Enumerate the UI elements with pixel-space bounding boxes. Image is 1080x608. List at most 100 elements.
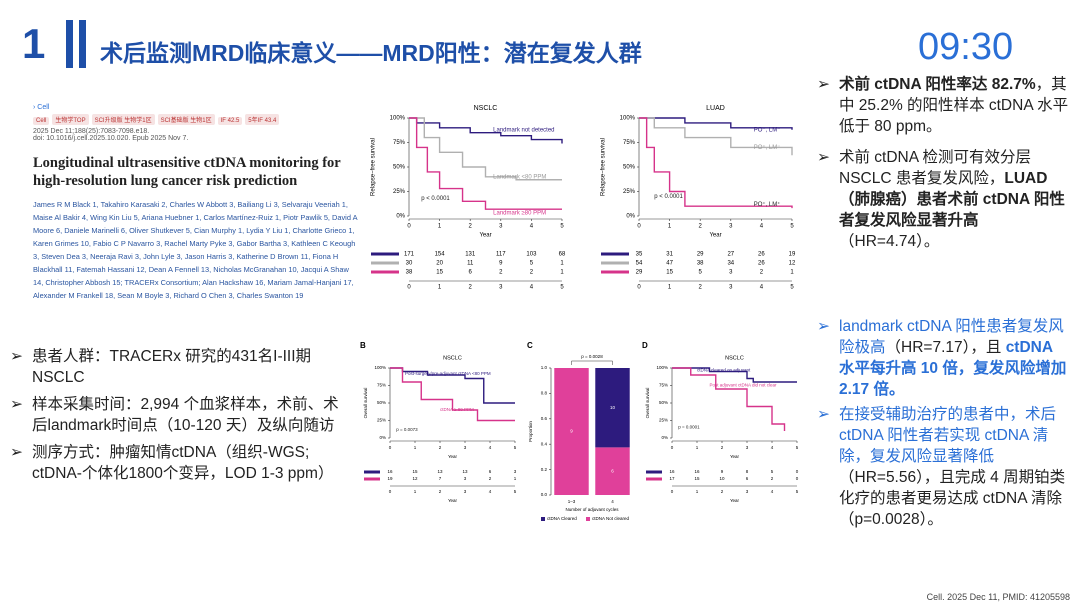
x-axis-label: Year [448,454,458,459]
y-tick-label: 100% [656,365,668,370]
x-tick-label: 5 [796,445,799,450]
annotation: ctDNA cleared on adjuvant [697,367,751,372]
risk-count: 30 [406,261,413,267]
bullet: 测序方式：肿瘤知情ctDNA（组织-WGS; ctDNA-个体化1800个变异，… [8,442,353,484]
annotation: Post adjuvant ctDNA did not clear [710,383,778,388]
risk-count: 10 [719,476,725,481]
risk-count: 9 [499,261,503,267]
y-tick-label: 25% [623,189,636,195]
y-tick-label: 50% [377,400,386,405]
x-tick-label: 3 [746,489,749,494]
chart-title: NSCLC [725,355,744,361]
bar [79,20,86,68]
risk-count: 0 [796,476,799,481]
x-axis-label: Year [730,498,740,503]
bullet: 术前 ctDNA 检测可有效分层 NSCLC 患者复发风险，LUAD（肺腺癌）患… [815,147,1070,252]
risk-count: 7 [439,476,442,481]
x-tick-label: 4 [771,445,774,450]
risk-count: 1 [790,270,794,276]
y-tick-label: 0.4 [541,441,548,446]
x-tick-label: 3 [499,285,503,291]
risk-count: 0 [796,469,799,474]
x-tick-label: 2 [469,224,473,230]
y-tick-label: 50% [623,165,636,171]
x-tick-label: 0 [389,489,392,494]
paper: › Cell Cell 生物学TOP SCI升级版 生物学1区 SCI基础版 生物1区… [33,104,358,302]
y-tick-label: 25% [659,418,668,423]
y-axis-label: Overall survival [645,388,650,419]
x-tick-label: 0 [671,445,674,450]
risk-legend [646,470,662,474]
x-axis-label: Number of adjuvant cycles [565,507,619,512]
bar-chart: C Proportion 0.0 0.2 0.4 0.6 0.8 1.0 9 1–3 6 10 4 p =… [527,341,630,521]
x-tick-label: 2 [439,445,442,450]
annotation: Post-surgery/pre-adjuvant ctDNA <80 PPM [405,371,491,376]
annotation: p < 0.0001 [654,194,683,200]
bar [66,20,73,68]
risk-count: 3 [514,469,517,474]
risk-count: 154 [435,252,446,258]
x-tick-label: 1 [438,224,442,230]
x-tick-label: 5 [790,224,794,230]
value-label: 6 [611,468,614,473]
annotation: PO⁺, LM⁺ [754,201,781,208]
legend-label: ctDNA Cleared [547,516,577,521]
y-tick-label: 0.6 [541,416,548,421]
y-tick-label: 100% [374,365,386,370]
x-tick-label: 3 [729,285,733,291]
authors: James R M Black 1, Takahiro Karasaki 2, … [33,200,358,300]
text-run: LUAD（肺腺癌）患者术前 ctDNA 阳性者复发风险显著升高 [839,170,1065,229]
risk-legend [601,270,629,274]
y-tick-label: 75% [377,383,386,388]
annotation: PO⁻, LM⁻ [754,127,781,133]
risk-count: 6 [489,469,492,474]
x-tick-label: 2 [699,224,703,230]
risk-count: 38 [406,270,413,276]
x-tick-label: 4 [760,285,764,291]
risk-count: 16 [694,469,700,474]
panel-letter: D [642,341,648,350]
survival-curve [672,367,786,431]
risk-count: 3 [464,476,467,481]
y-tick-label: 0% [661,435,668,440]
value-label: 9 [570,429,573,434]
y-tick-label: 25% [393,189,406,195]
x-tick-label: 2 [469,285,473,291]
x-tick-label: 4 [530,285,534,291]
x-tick-label: 0 [407,224,411,230]
risk-count: 16 [387,469,393,474]
risk-legend [371,252,399,256]
x-tick-label: 0 [671,489,674,494]
risk-count: 27 [727,252,734,258]
risk-count: 34 [727,261,734,267]
legend-label: ctDNA Not cleared [592,516,630,521]
risk-count: 26 [758,261,765,267]
risk-count: 54 [636,261,643,267]
section-number: 1 [22,20,46,67]
text-run: ，其中 25.2% 的阳性样本 ctDNA 水平低于 80 ppm。 [839,76,1069,135]
risk-count: 15 [412,469,418,474]
tags: Cell 生物学TOP SCI升级版 生物学1区 SCI基础版 生物1区 IF 42.5… [33,114,358,125]
y-tick-label: 0.8 [541,391,548,396]
x-tick-label: 1–3 [568,499,576,504]
bullet: 在接受辅助治疗的患者中，术后 ctDNA 阳性者若实现 ctDNA 清除，复发风… [815,404,1070,530]
risk-count: 20 [436,261,443,267]
risk-count: 5 [699,270,703,276]
x-tick-label: 1 [668,224,672,230]
bullet: 患者人群：TRACERx 研究的431名I-III期NSCLC [8,346,353,388]
risk-legend [646,477,662,481]
risk-count: 6 [469,270,473,276]
risk-count: 19 [387,476,393,481]
value-label: 10 [610,405,616,410]
x-tick-label: 5 [514,445,517,450]
tag: 5年IF 43.4 [245,114,280,125]
risk-count: 3 [729,270,733,276]
x-tick-label: 1 [414,489,417,494]
y-tick-label: 1.0 [541,365,548,370]
timer: 09:30 [918,26,1014,68]
x-tick-label: 5 [560,285,564,291]
chart-title: NSCLC [474,105,498,112]
x-axis-label: Year [709,233,721,239]
